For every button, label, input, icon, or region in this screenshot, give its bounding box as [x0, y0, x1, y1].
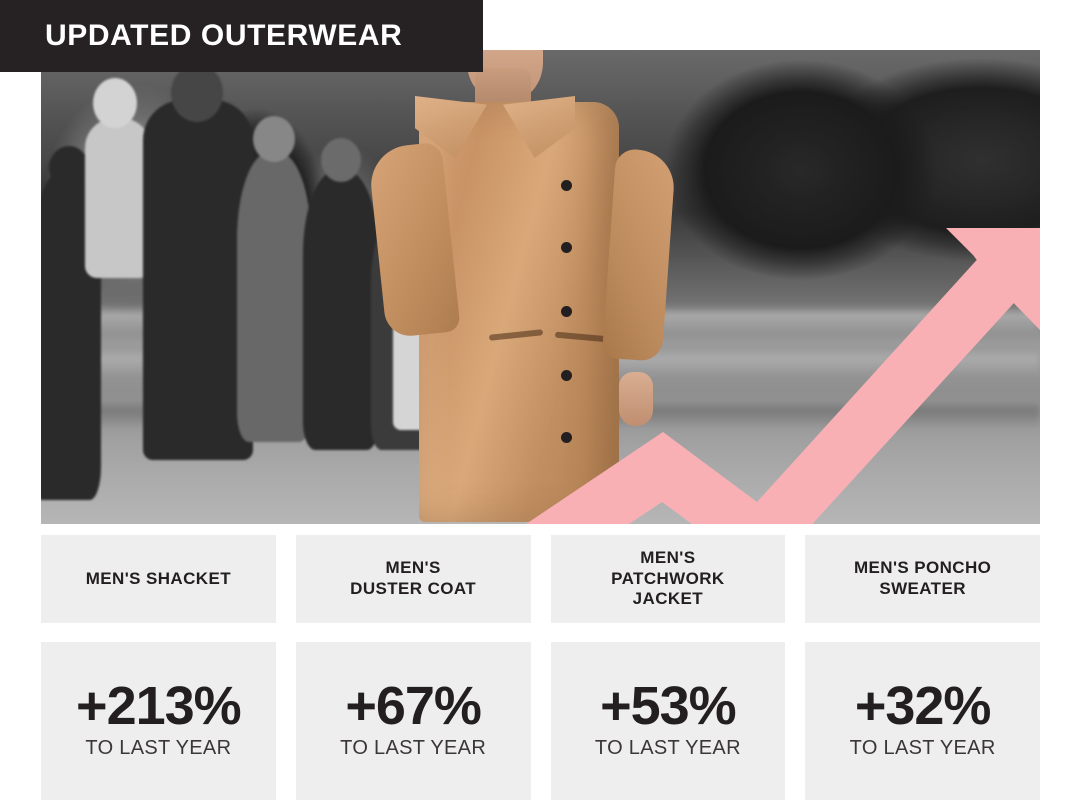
growth-value: +213% [76, 675, 242, 736]
growth-value-row: +213% TO LAST YEAR +67% TO LAST YEAR +53… [41, 642, 1040, 800]
growth-value-card-4[interactable]: +32% TO LAST YEAR [805, 642, 1040, 800]
product-label-text-line3: JACKET [632, 589, 704, 609]
growth-comparison-label: TO LAST YEAR [849, 737, 996, 760]
growth-value: +67% [345, 675, 482, 736]
growth-value: +53% [600, 675, 737, 736]
page-title: UPDATED OUTERWEAR [45, 19, 403, 52]
growth-comparison-label: TO LAST YEAR [340, 737, 487, 760]
hero-photo [41, 50, 1040, 524]
growth-value-card-1[interactable]: +213% TO LAST YEAR [41, 642, 276, 800]
model-figure [367, 50, 677, 524]
product-label-card-4[interactable]: MEN'S PONCHO SWEATER [805, 535, 1040, 623]
growth-comparison-label: TO LAST YEAR [85, 737, 232, 760]
product-label-row: MEN'S SHACKET MEN'S DUSTER COAT MEN'S PA… [41, 535, 1040, 623]
product-label-text-line2: SWEATER [879, 579, 966, 598]
product-label-text: MEN'S [385, 558, 441, 578]
product-label-text: MEN'S PONCHO [853, 558, 992, 578]
title-banner: UPDATED OUTERWEAR [0, 0, 483, 72]
product-label-text: MEN'S SHACKET [85, 568, 231, 588]
growth-comparison-label: TO LAST YEAR [594, 737, 741, 760]
product-label-card-3[interactable]: MEN'S PATCHWORK JACKET [550, 535, 786, 623]
growth-value-card-2[interactable]: +67% TO LAST YEAR [295, 642, 531, 800]
growth-value-card-3[interactable]: +53% TO LAST YEAR [550, 642, 786, 800]
product-label-text: MEN'S [640, 547, 696, 567]
product-label-card-2[interactable]: MEN'S DUSTER COAT [295, 535, 531, 623]
product-label-text-line2: PATCHWORK [611, 568, 725, 588]
product-label-card-1[interactable]: MEN'S SHACKET [41, 535, 276, 623]
model-hand [619, 372, 653, 426]
product-label-text-line2: DUSTER COAT [350, 579, 477, 598]
growth-value: +32% [854, 675, 992, 736]
